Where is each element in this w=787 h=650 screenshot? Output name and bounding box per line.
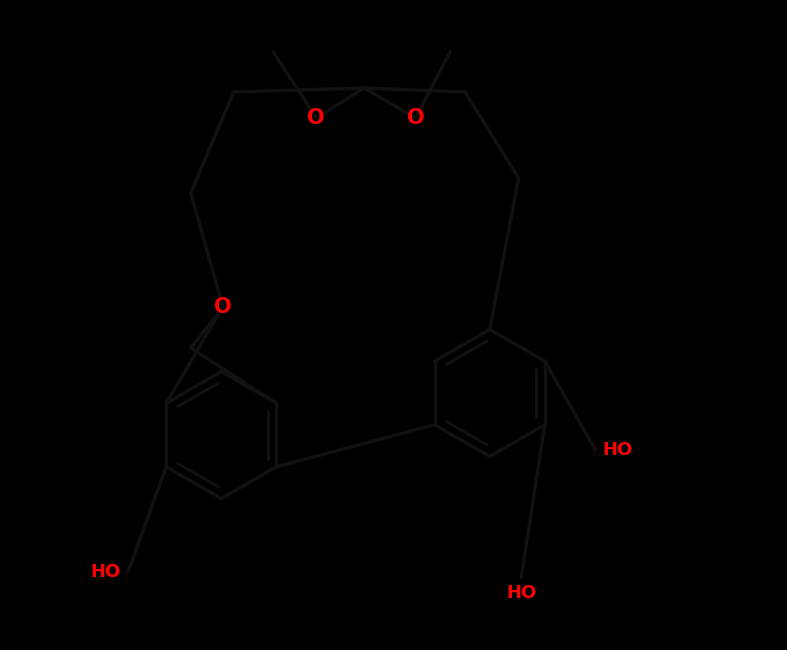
Text: O: O	[308, 108, 325, 128]
Text: HO: HO	[506, 584, 536, 602]
Text: O: O	[214, 297, 231, 317]
Text: O: O	[407, 108, 424, 128]
Text: HO: HO	[603, 441, 633, 459]
Text: HO: HO	[91, 563, 120, 581]
